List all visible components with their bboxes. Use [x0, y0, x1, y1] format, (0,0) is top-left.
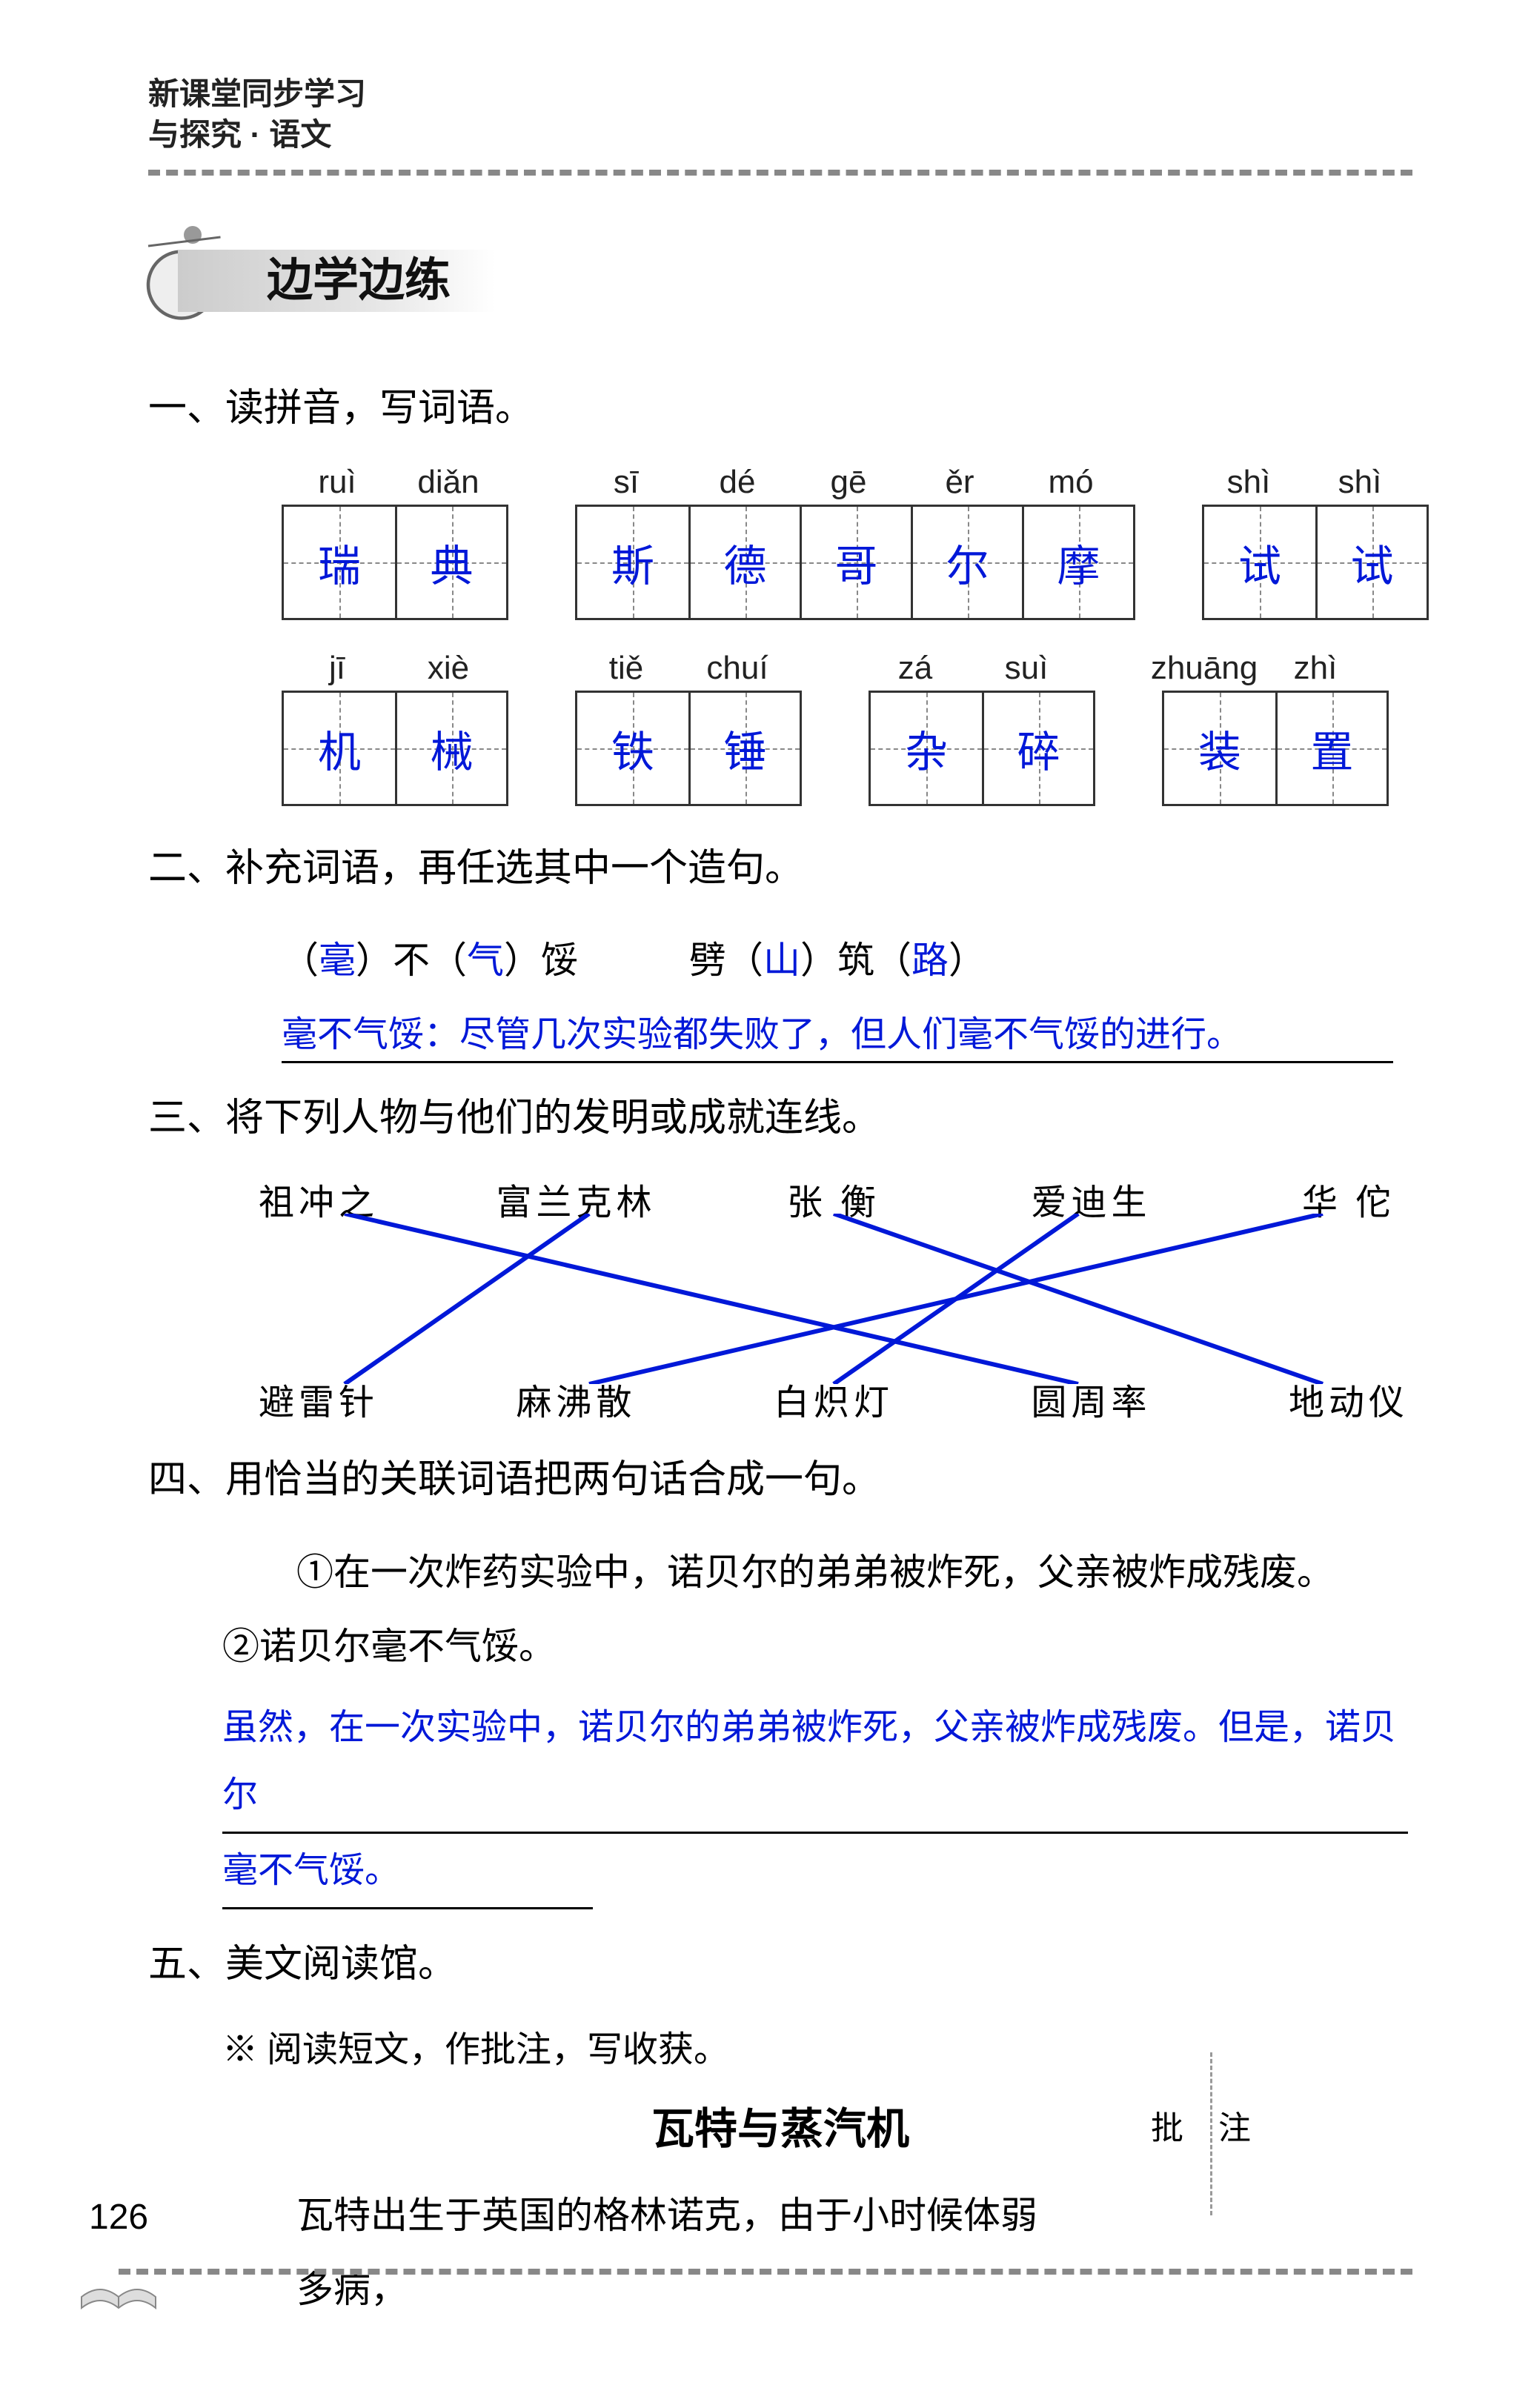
char-answer: 斯: [611, 531, 654, 593]
pinyin-cell: zá: [860, 650, 971, 687]
char-answer: 机: [318, 717, 361, 779]
q4-sentence: ①在一次炸药实验中，诺贝尔的弟弟被炸死，父亲被炸成残废。 ②诺贝尔毫不气馁。: [222, 1535, 1338, 1683]
char-answer: 械: [430, 717, 473, 779]
q1-title: 一、读拼音，写词语。: [148, 376, 1412, 441]
char-box[interactable]: 斯: [577, 507, 688, 618]
pinyin-cell: jī: [282, 650, 393, 687]
q2-title: 二、补充词语，再任选其中一个造句。: [148, 836, 1412, 901]
blank-answer: 毫: [319, 939, 356, 981]
pinyin-cell: mó: [1015, 464, 1126, 501]
q5-note: ※ 阅读短文，作批注，写收获。: [222, 2020, 1412, 2072]
char-answer: 铁: [611, 717, 654, 779]
char-box[interactable]: 典: [395, 507, 506, 618]
char-box[interactable]: 铁: [577, 693, 688, 804]
match-lines: [222, 1214, 1445, 1384]
annotation-label: 批 注: [1151, 2101, 1264, 2149]
char-answer: 尔: [946, 531, 989, 593]
blank-answer: 气: [467, 939, 504, 981]
char-box[interactable]: 置: [1275, 693, 1386, 804]
badge-text: 边学边练: [178, 250, 495, 312]
pinyin-cell: ěr: [904, 464, 1015, 501]
pinyin-cell: zhì: [1260, 650, 1371, 687]
match-bottom-item: 麻沸散: [480, 1373, 673, 1425]
char-box[interactable]: 哥: [800, 507, 911, 618]
q4-answer-line2[interactable]: 毫不气馁。: [222, 1834, 593, 1909]
paren: ）馁: [504, 939, 578, 981]
header-line1: 新课堂同步学习: [148, 74, 1412, 115]
char-answer: 瑞: [318, 531, 361, 593]
char-box[interactable]: 摩: [1022, 507, 1133, 618]
q1-row1-pinyin: ruì diǎn sī dé gē ěr mó shì shì: [282, 464, 1412, 501]
paren: 劈（: [689, 939, 763, 981]
char-box[interactable]: 试: [1315, 507, 1427, 618]
char-answer: 装: [1198, 717, 1241, 779]
pinyin-cell: tiě: [571, 650, 682, 687]
q2-blanks: （毫）不（气）馁 劈（山）筑（路）: [282, 923, 1412, 997]
top-divider: [148, 170, 1412, 176]
char-answer: 哥: [834, 531, 877, 593]
char-box[interactable]: 械: [395, 693, 506, 804]
char-answer: 试: [1238, 531, 1281, 593]
q3-title: 三、将下列人物与他们的发明或成就连线。: [148, 1085, 1412, 1151]
header-line2: 与探究 · 语文: [148, 115, 1412, 156]
bottom-divider: [119, 2269, 1412, 2275]
char-box[interactable]: 尔: [911, 507, 1022, 618]
char-answer: 杂: [905, 717, 948, 779]
char-box[interactable]: 杂: [871, 693, 982, 804]
section-badge: 边学边练: [178, 242, 495, 309]
char-answer: 碎: [1017, 717, 1060, 779]
q1-row2-boxes: 机 械 铁 锤 杂 碎 装 置: [282, 691, 1412, 806]
q1-row2-pinyin: jī xiè tiě chuí zá suì zhuāng zhì: [282, 650, 1412, 687]
match-bottom-item: 白炽灯: [737, 1373, 930, 1425]
pinyin-cell: zhuāng: [1149, 650, 1260, 687]
char-answer: 典: [430, 531, 473, 593]
paren: ）不（: [356, 939, 467, 981]
char-box[interactable]: 锤: [688, 693, 800, 804]
char-answer: 锤: [723, 717, 766, 779]
q2-sentence[interactable]: 毫不气馁：尽管几次实验都失败了，但人们毫不气馁的进行。: [282, 1005, 1393, 1063]
q3-match-area[interactable]: 祖冲之 富兰克林 张 衡 爱迪生 华 佗 避雷针 麻沸散 白炽灯 圆周率 地动仪: [222, 1173, 1445, 1425]
char-box[interactable]: 试: [1204, 507, 1315, 618]
q4-answer-line1[interactable]: 虽然，在一次实验中，诺贝尔的弟弟被炸死，父亲被炸成残废。但是，诺贝尔: [222, 1691, 1408, 1834]
vertical-dash: [1210, 2052, 1212, 2215]
q5-title: 五、美文阅读馆。: [148, 1932, 1412, 1997]
char-answer: 置: [1310, 717, 1353, 779]
pinyin-cell: ruì: [282, 464, 393, 501]
char-answer: 德: [723, 531, 766, 593]
pinyin-cell: shì: [1193, 464, 1304, 501]
blank-answer: 山: [763, 939, 800, 981]
book-icon: [74, 2260, 163, 2319]
paren: （: [282, 939, 319, 981]
char-answer: 试: [1350, 531, 1393, 593]
char-box[interactable]: 德: [688, 507, 800, 618]
blank-answer: 路: [911, 939, 949, 981]
match-bottom-item: 地动仪: [1252, 1373, 1445, 1425]
pinyin-cell: gē: [793, 464, 904, 501]
q4-title: 四、用恰当的关联词语把两句话合成一句。: [148, 1447, 1412, 1512]
paren: ）: [949, 939, 986, 981]
pinyin-cell: diǎn: [393, 464, 504, 501]
pinyin-cell: chuí: [682, 650, 793, 687]
match-bottom-item: 避雷针: [222, 1373, 415, 1425]
page-number: 126: [89, 2197, 148, 2238]
char-box[interactable]: 装: [1164, 693, 1275, 804]
article-body: 瓦特出生于英国的格林诺克，由于小时候体弱多病，: [296, 2178, 1042, 2326]
match-bottom-item: 圆周率: [995, 1373, 1188, 1425]
paren: ）筑（: [800, 939, 911, 981]
pinyin-cell: sī: [571, 464, 682, 501]
pinyin-cell: shì: [1304, 464, 1415, 501]
char-box[interactable]: 碎: [982, 693, 1093, 804]
pinyin-cell: dé: [682, 464, 793, 501]
char-box[interactable]: 机: [284, 693, 395, 804]
q1-row1-boxes: 瑞 典 斯 德 哥 尔 摩 试 试: [282, 505, 1412, 620]
char-answer: 摩: [1057, 531, 1100, 593]
char-box[interactable]: 瑞: [284, 507, 395, 618]
pinyin-cell: suì: [971, 650, 1082, 687]
pinyin-cell: xiè: [393, 650, 504, 687]
